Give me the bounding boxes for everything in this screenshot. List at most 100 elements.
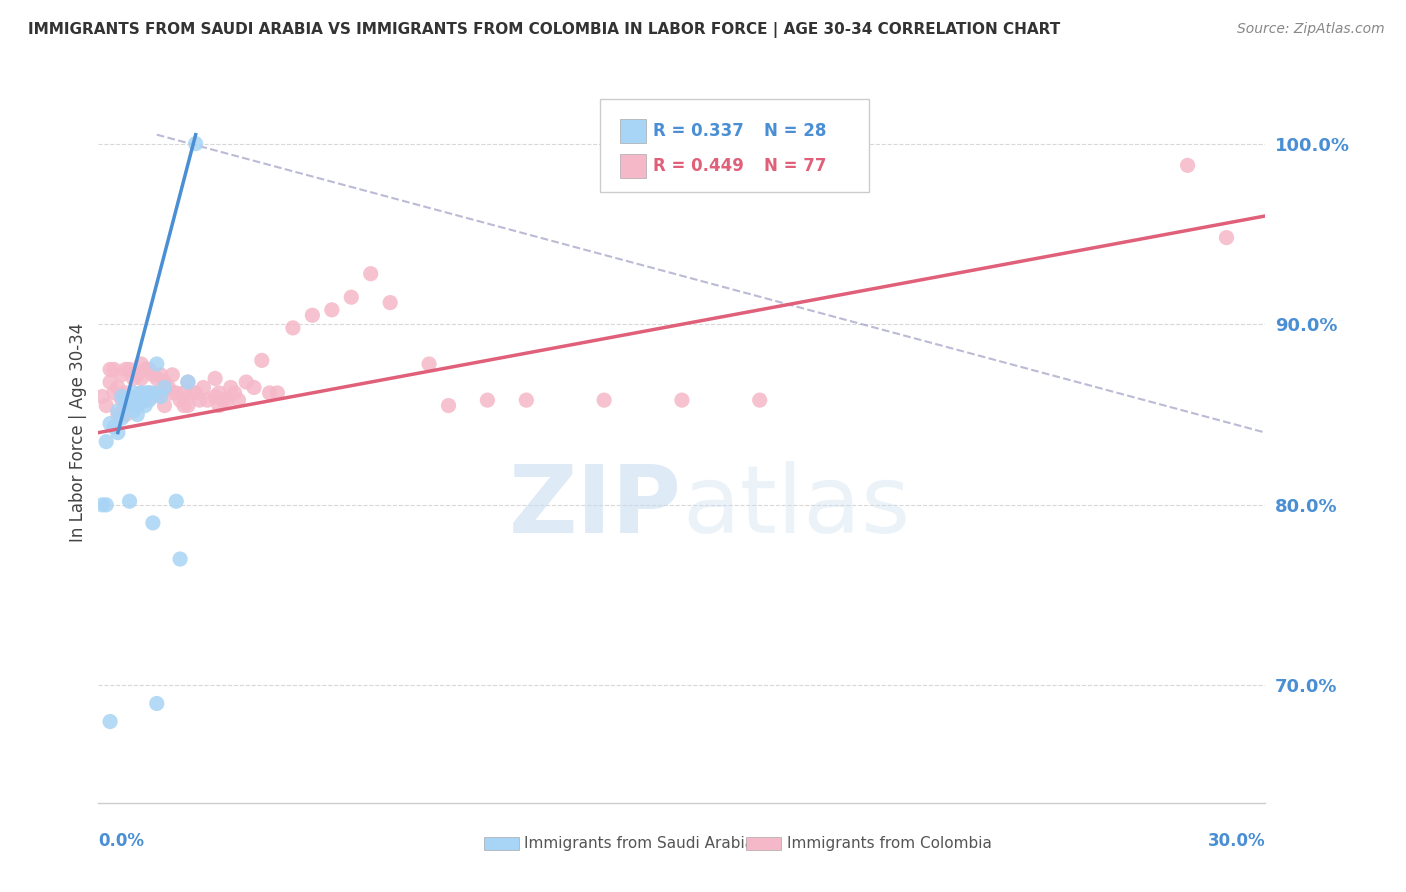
FancyBboxPatch shape xyxy=(600,99,869,192)
Point xyxy=(142,390,165,404)
Point xyxy=(188,393,211,408)
Point xyxy=(122,385,145,400)
Point xyxy=(184,136,207,151)
Point xyxy=(149,385,172,400)
Point xyxy=(138,362,160,376)
Point xyxy=(153,375,176,389)
Point xyxy=(162,385,184,400)
Point xyxy=(153,380,176,394)
Point xyxy=(208,385,231,400)
Point xyxy=(146,357,169,371)
Point xyxy=(98,375,121,389)
Point xyxy=(91,498,114,512)
Point xyxy=(250,353,273,368)
Point xyxy=(266,385,288,400)
Text: Source: ZipAtlas.com: Source: ZipAtlas.com xyxy=(1237,22,1385,37)
Point xyxy=(103,362,125,376)
Point xyxy=(129,385,152,400)
Point xyxy=(111,390,134,404)
Point xyxy=(437,399,460,413)
Point xyxy=(111,368,134,382)
Point xyxy=(418,357,440,371)
Point xyxy=(228,393,250,408)
Text: atlas: atlas xyxy=(682,460,910,553)
Point xyxy=(169,552,191,566)
Point xyxy=(96,434,118,449)
Point xyxy=(122,371,145,385)
Point xyxy=(212,393,235,408)
Point xyxy=(98,362,121,376)
Point xyxy=(142,368,165,382)
Point xyxy=(114,362,136,376)
Point xyxy=(515,393,537,408)
Point xyxy=(149,390,172,404)
Point xyxy=(177,399,200,413)
Text: 0.0%: 0.0% xyxy=(98,832,145,850)
Point xyxy=(118,362,141,376)
Point xyxy=(134,393,156,408)
Point xyxy=(180,385,202,400)
Point xyxy=(103,420,125,434)
Point xyxy=(98,714,121,729)
Point xyxy=(127,399,149,413)
Point xyxy=(177,375,200,389)
Point xyxy=(129,371,152,385)
Point xyxy=(321,302,343,317)
Point xyxy=(224,385,246,400)
Point xyxy=(127,368,149,382)
Point xyxy=(129,385,152,400)
Point xyxy=(134,385,156,400)
Text: 30.0%: 30.0% xyxy=(1208,832,1265,850)
Point xyxy=(111,393,134,408)
Point xyxy=(91,390,114,404)
Point xyxy=(114,408,136,422)
Point xyxy=(380,295,402,310)
Point xyxy=(477,393,499,408)
Point xyxy=(301,308,323,322)
Point xyxy=(173,399,195,413)
Point xyxy=(173,385,195,400)
Text: Immigrants from Saudi Arabia: Immigrants from Saudi Arabia xyxy=(524,836,755,851)
Point xyxy=(215,393,238,408)
Point xyxy=(259,385,281,400)
Point xyxy=(204,390,226,404)
Point xyxy=(671,393,693,408)
Point xyxy=(114,393,136,408)
Point xyxy=(149,368,172,382)
Point xyxy=(122,404,145,418)
Point xyxy=(118,494,141,508)
Point xyxy=(107,404,129,418)
Point xyxy=(111,411,134,425)
Point xyxy=(593,393,616,408)
Point xyxy=(204,371,226,385)
Text: IMMIGRANTS FROM SAUDI ARABIA VS IMMIGRANTS FROM COLOMBIA IN LABOR FORCE | AGE 30: IMMIGRANTS FROM SAUDI ARABIA VS IMMIGRAN… xyxy=(28,22,1060,38)
Point xyxy=(142,385,165,400)
Point xyxy=(107,425,129,440)
Point xyxy=(134,362,156,376)
Point xyxy=(122,393,145,408)
Point xyxy=(118,399,141,413)
Point xyxy=(195,393,218,408)
Point xyxy=(107,408,129,422)
Point xyxy=(146,371,169,385)
Point xyxy=(127,408,149,422)
Point xyxy=(118,399,141,413)
Point xyxy=(127,399,149,413)
Point xyxy=(98,417,121,431)
Point xyxy=(157,380,180,394)
Point xyxy=(165,385,187,400)
Point xyxy=(127,390,149,404)
Point xyxy=(146,385,169,400)
Bar xyxy=(747,837,782,850)
Point xyxy=(1177,158,1199,172)
Point xyxy=(184,385,207,400)
Text: R = 0.449: R = 0.449 xyxy=(652,157,744,175)
Point xyxy=(107,380,129,394)
Point xyxy=(138,385,160,400)
Point xyxy=(129,357,152,371)
Point xyxy=(146,697,169,711)
Point xyxy=(162,368,184,382)
Point xyxy=(129,395,152,409)
Point xyxy=(96,498,118,512)
Point xyxy=(165,494,187,508)
